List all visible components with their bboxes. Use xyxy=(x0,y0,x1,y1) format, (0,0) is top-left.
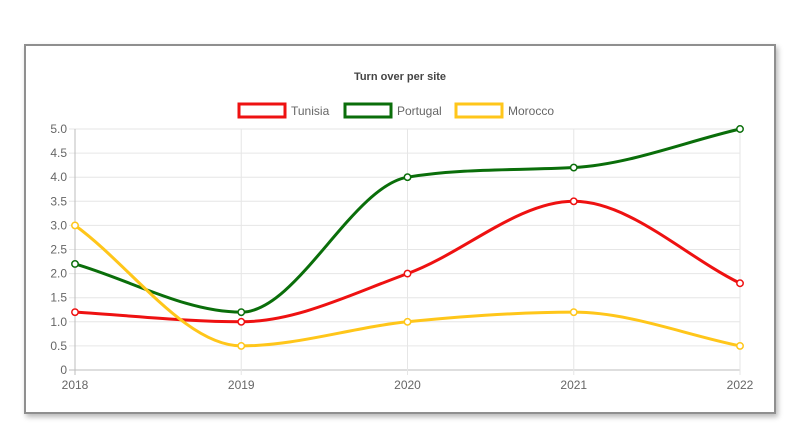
data-point-tunisia[interactable] xyxy=(403,269,412,278)
data-point-morocco[interactable] xyxy=(403,317,412,326)
data-point-morocco[interactable] xyxy=(71,221,79,230)
x-tick-label: 2021 xyxy=(560,378,587,392)
data-point-morocco[interactable] xyxy=(736,341,744,350)
grid xyxy=(69,128,741,375)
y-axis-ticks: 0 0.5 1.0 1.5 2.0 2.5 3.0 3.5 4.0 4.5 5.0 xyxy=(50,122,67,377)
data-point-morocco[interactable] xyxy=(237,341,246,350)
legend-swatch-morocco[interactable] xyxy=(454,102,504,119)
y-tick-label: 1.5 xyxy=(50,291,67,305)
y-tick-label: 3.0 xyxy=(50,218,67,232)
legend: Tunisia Portugal Morocco xyxy=(237,102,554,119)
x-tick-label: 2019 xyxy=(228,378,255,392)
legend-swatch-portugal[interactable] xyxy=(343,102,393,119)
legend-swatch-tunisia[interactable] xyxy=(237,102,287,119)
y-tick-label: 2.5 xyxy=(50,243,67,257)
y-tick-label: 3.5 xyxy=(50,194,67,208)
chart-title: Turn over per site xyxy=(354,71,446,83)
x-axis-ticks: 2018 2019 2020 2021 2022 xyxy=(62,378,754,392)
x-tick-label: 2022 xyxy=(727,378,754,392)
data-point-tunisia[interactable] xyxy=(237,317,246,326)
x-tick-label: 2018 xyxy=(62,378,89,392)
data-point-morocco[interactable] xyxy=(569,308,578,317)
data-point-portugal[interactable] xyxy=(569,163,578,172)
series-lines xyxy=(71,125,744,350)
y-tick-label: 1.0 xyxy=(50,315,67,329)
x-tick-label: 2020 xyxy=(394,378,421,392)
y-tick-label: 2.0 xyxy=(50,267,67,281)
legend-label-morocco[interactable]: Morocco xyxy=(508,104,554,118)
y-tick-label: 4.5 xyxy=(50,146,67,160)
data-point-portugal[interactable] xyxy=(237,308,246,317)
y-tick-label: 4.0 xyxy=(50,170,67,184)
legend-label-tunisia[interactable]: Tunisia xyxy=(291,104,330,118)
y-tick-label: 5.0 xyxy=(50,122,67,136)
data-point-portugal[interactable] xyxy=(403,173,412,182)
data-point-portugal[interactable] xyxy=(736,125,744,133)
y-tick-label: 0 xyxy=(60,363,67,377)
data-point-tunisia[interactable] xyxy=(71,308,79,317)
data-point-portugal[interactable] xyxy=(71,260,79,268)
legend-label-portugal[interactable]: Portugal xyxy=(397,104,442,118)
series-line-portugal xyxy=(74,127,741,314)
y-tick-label: 0.5 xyxy=(50,339,67,353)
data-point-tunisia[interactable] xyxy=(736,279,744,288)
data-point-tunisia[interactable] xyxy=(569,197,578,206)
